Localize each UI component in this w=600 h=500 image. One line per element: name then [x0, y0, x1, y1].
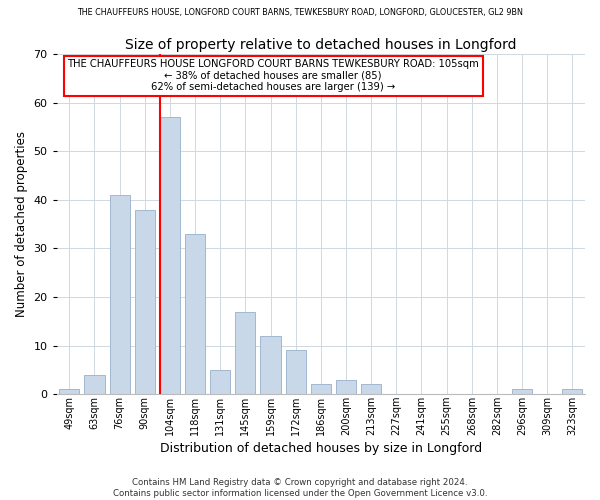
Bar	[562, 390, 583, 394]
Bar	[260, 336, 281, 394]
Bar	[160, 117, 180, 394]
Bar	[185, 234, 205, 394]
Bar	[110, 195, 130, 394]
Text: THE CHAUFFEURS HOUSE LONGFORD COURT BARNS TEWKESBURY ROAD: 105sqm
← 38% of detac: THE CHAUFFEURS HOUSE LONGFORD COURT BARN…	[67, 59, 479, 92]
Bar	[336, 380, 356, 394]
Text: THE CHAUFFEURS HOUSE, LONGFORD COURT BARNS, TEWKESBURY ROAD, LONGFORD, GLOUCESTE: THE CHAUFFEURS HOUSE, LONGFORD COURT BAR…	[77, 8, 523, 16]
Y-axis label: Number of detached properties: Number of detached properties	[15, 131, 28, 317]
Bar	[235, 312, 256, 394]
Bar	[85, 374, 104, 394]
Bar	[134, 210, 155, 394]
Bar	[286, 350, 306, 394]
Bar	[210, 370, 230, 394]
X-axis label: Distribution of detached houses by size in Longford: Distribution of detached houses by size …	[160, 442, 482, 455]
Title: Size of property relative to detached houses in Longford: Size of property relative to detached ho…	[125, 38, 517, 52]
Bar	[361, 384, 381, 394]
Text: Contains HM Land Registry data © Crown copyright and database right 2024.
Contai: Contains HM Land Registry data © Crown c…	[113, 478, 487, 498]
Bar	[512, 390, 532, 394]
Bar	[59, 390, 79, 394]
Bar	[311, 384, 331, 394]
